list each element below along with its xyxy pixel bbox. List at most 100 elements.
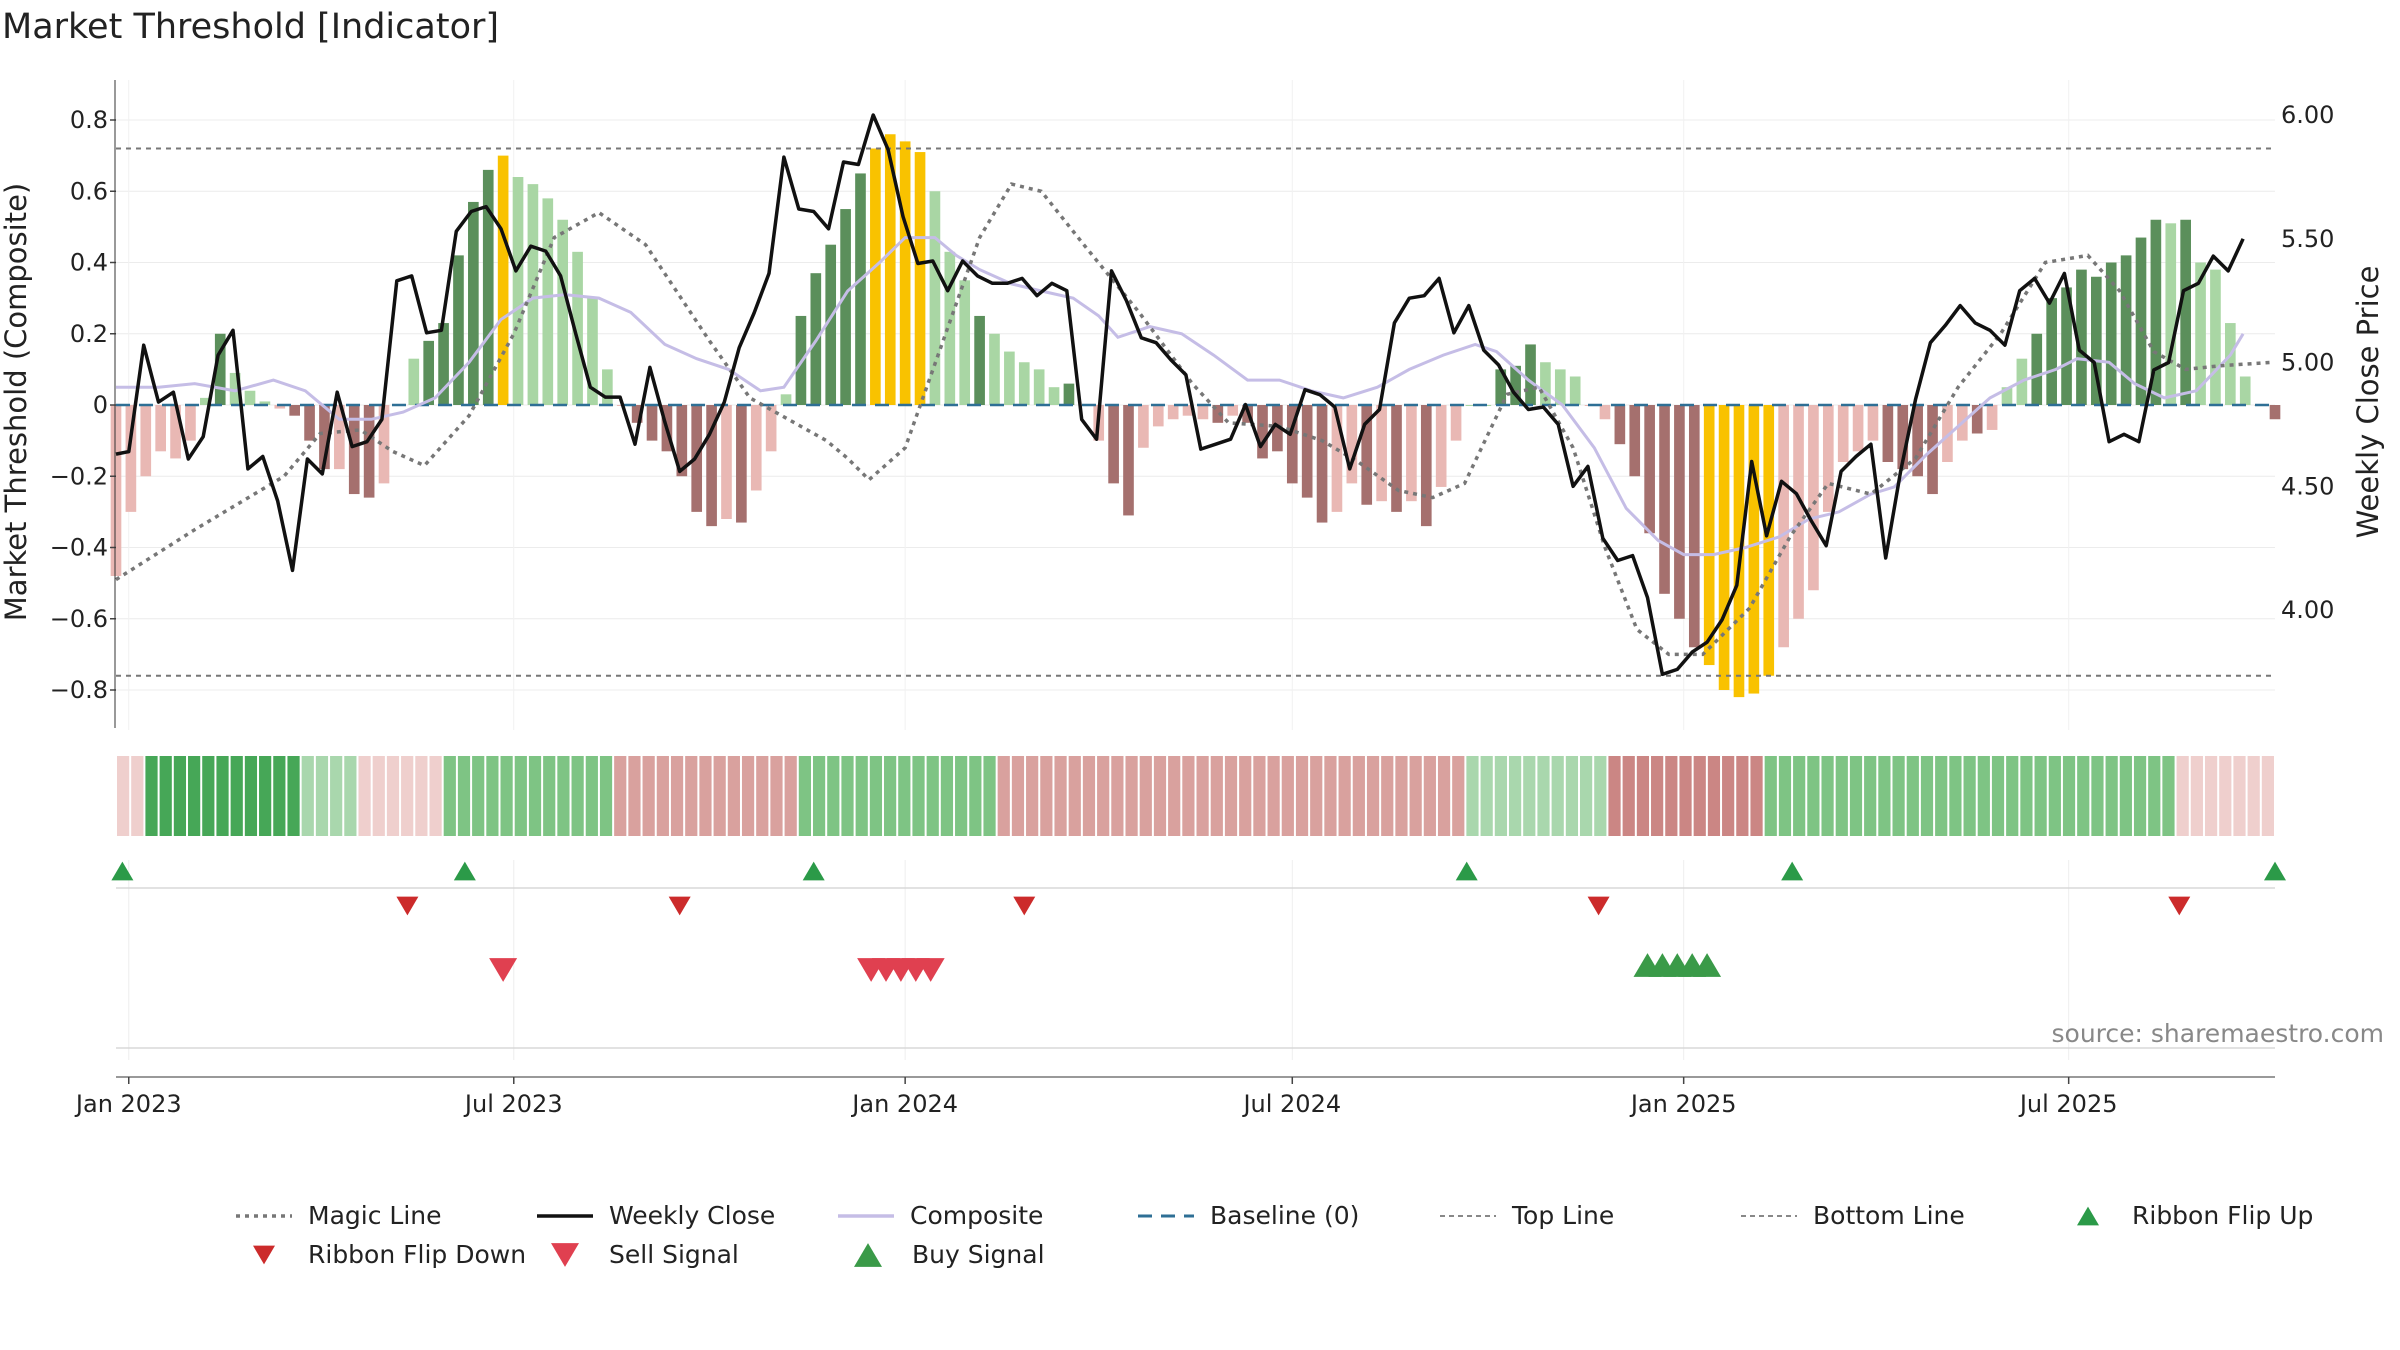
- composite-bar: [765, 405, 777, 452]
- composite-bar: [1644, 405, 1655, 534]
- composite-bar: [1614, 405, 1626, 445]
- composite-bar: [1971, 405, 1983, 434]
- composite-bar: [2269, 405, 2281, 420]
- ribbon-cell: [869, 756, 883, 836]
- ribbon-cell: [1381, 756, 1394, 836]
- y-tick-label-left: −0.6: [50, 605, 108, 633]
- ribbon-cell: [2020, 756, 2033, 836]
- composite-bar: [587, 298, 598, 405]
- ribbon-cell: [1508, 756, 1522, 836]
- composite-bar: [914, 152, 926, 405]
- composite-bar: [274, 405, 286, 409]
- x-tick-label: Jul 2023: [463, 1090, 563, 1118]
- composite-bar: [1554, 369, 1566, 405]
- ribbon-flip-down-marker: [668, 896, 691, 916]
- composite-bar: [944, 251, 956, 405]
- ribbon-cell: [173, 756, 187, 836]
- ribbon-cell: [159, 756, 172, 836]
- ribbon-cell: [1651, 756, 1664, 836]
- ribbon-cell: [472, 756, 485, 836]
- ribbon-cell: [188, 756, 201, 836]
- composite-bar: [2031, 333, 2043, 405]
- ribbon-cell: [1253, 756, 1266, 836]
- composite-bar: [1525, 344, 1536, 405]
- ribbon-cell: [898, 756, 911, 836]
- ribbon-cell: [1892, 756, 1905, 836]
- ribbon-cell: [301, 756, 314, 836]
- composite-bar: [825, 244, 837, 405]
- y-tick-label-left: 0.8: [70, 106, 108, 134]
- x-tick-label: Jul 2024: [1241, 1090, 1341, 1118]
- y-tick-label-right: 5.50: [2281, 225, 2334, 253]
- composite-bar: [1540, 362, 1551, 405]
- composite-bar: [1406, 405, 1417, 502]
- ribbon-cell: [287, 756, 300, 836]
- ribbon-cell: [514, 756, 527, 836]
- ribbon-cell: [1466, 756, 1479, 836]
- composite-bar: [319, 405, 330, 470]
- ribbon-cell: [1452, 756, 1465, 836]
- y-tick-label-left: 0.4: [70, 249, 108, 277]
- composite-bar: [2210, 269, 2221, 405]
- composite-bar: [2150, 219, 2162, 405]
- ribbon-flip-up-marker: [1455, 861, 1478, 881]
- composite-bar: [1718, 405, 1730, 690]
- composite-bar: [1674, 405, 1685, 619]
- legend-label: Weekly Close: [609, 1201, 775, 1230]
- ribbon-cell: [202, 756, 215, 836]
- legend-label: Ribbon Flip Up: [2132, 1201, 2313, 1230]
- ribbon-cell: [1125, 756, 1138, 836]
- legend-swatch-flip-down: [253, 1245, 275, 1265]
- composite-bar: [2046, 298, 2057, 405]
- composite-bar: [1510, 365, 1521, 405]
- composite-bar: [378, 405, 390, 484]
- composite-bar: [140, 405, 152, 477]
- ribbon-cell: [1168, 756, 1181, 836]
- y-tick-label-left: −0.8: [50, 676, 108, 704]
- composite-bar: [721, 405, 732, 519]
- composite-bar: [423, 340, 435, 405]
- ribbon-cell: [1679, 756, 1692, 836]
- composite-bar: [1629, 405, 1641, 477]
- ribbon-cell: [656, 756, 669, 836]
- ribbon-cell: [1366, 756, 1380, 836]
- ribbon-cell: [798, 756, 811, 836]
- composite-bar: [2239, 376, 2251, 405]
- ribbon-cell: [244, 756, 258, 836]
- ribbon-cell: [1224, 756, 1238, 836]
- ribbon-cell: [1608, 756, 1621, 836]
- composite-bar: [929, 191, 941, 405]
- composite-bar: [1167, 405, 1179, 420]
- composite-bar: [1837, 405, 1849, 462]
- composite-bar: [155, 405, 166, 452]
- legend-label: Composite: [910, 1201, 1043, 1230]
- ribbon-cell: [2105, 756, 2118, 836]
- composite-bar: [1152, 405, 1164, 427]
- ribbon-cell: [117, 756, 130, 836]
- ribbon-cell: [1040, 756, 1053, 836]
- composite-bar: [1435, 405, 1447, 487]
- composite-bar: [855, 173, 866, 405]
- composite-bar: [1004, 351, 1015, 405]
- ribbon-cell: [344, 756, 357, 836]
- ribbon-cell: [699, 756, 712, 836]
- ribbon-cell: [386, 756, 400, 836]
- ribbon-cell: [1480, 756, 1493, 836]
- y-tick-label-right: 6.00: [2281, 101, 2334, 129]
- ribbon-cell: [273, 756, 286, 836]
- ribbon-cell: [2119, 756, 2132, 836]
- composite-bar: [229, 372, 241, 405]
- ribbon-cell: [1011, 756, 1025, 836]
- composite-line: [116, 236, 2245, 557]
- composite-bar: [1316, 405, 1328, 523]
- legend-swatch-sell: [551, 1243, 579, 1267]
- ribbon-flip-up-marker: [453, 861, 476, 881]
- composite-bar: [542, 198, 554, 405]
- composite-bar: [1361, 405, 1373, 505]
- x-tick-label: Jan 2023: [74, 1090, 182, 1118]
- composite-bar: [959, 280, 971, 405]
- composite-bar: [1286, 405, 1298, 484]
- ribbon-cell: [1182, 756, 1195, 836]
- ribbon-cell: [1295, 756, 1309, 836]
- composite-bar: [676, 405, 688, 477]
